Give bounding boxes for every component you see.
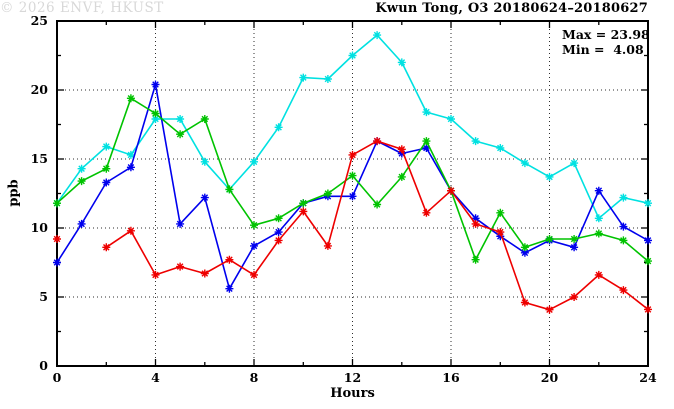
max-value-label: Max = 23.98 (562, 27, 650, 42)
watermark: © 2026 ENVF, HKUST (0, 0, 164, 16)
red-series-markers (53, 137, 652, 314)
x-axis-label: Hours (330, 386, 375, 401)
plot-frame (56, 20, 649, 367)
y-tick-label: 25 (30, 13, 48, 28)
chart-title: Kwun Tong, O3 20180624–20180627 (375, 1, 648, 16)
x-tick-label: 24 (639, 370, 657, 385)
min-value-label: Min = 4.08 (562, 42, 644, 57)
y-tick-label: 15 (30, 151, 48, 166)
x-tick-label: 20 (540, 370, 559, 385)
x-tick-label: 4 (151, 370, 160, 385)
y-tick-label: 20 (30, 82, 48, 97)
blue-series-markers (53, 80, 652, 293)
y-tick-label: 0 (39, 358, 48, 373)
x-tick-label: 16 (442, 370, 460, 385)
x-tick-label: 8 (249, 370, 259, 385)
y-axis-label: ppb (6, 179, 22, 207)
x-tick-label: 0 (52, 370, 62, 385)
y-tick-label: 5 (39, 289, 48, 304)
max-min-annotation: Max = 23.98 Min = 4.08 (562, 27, 650, 57)
x-tick-label: 12 (343, 370, 362, 385)
y-tick-label: 10 (30, 220, 48, 235)
green-series-line (56, 97, 649, 262)
cyan-series-line (56, 34, 649, 220)
